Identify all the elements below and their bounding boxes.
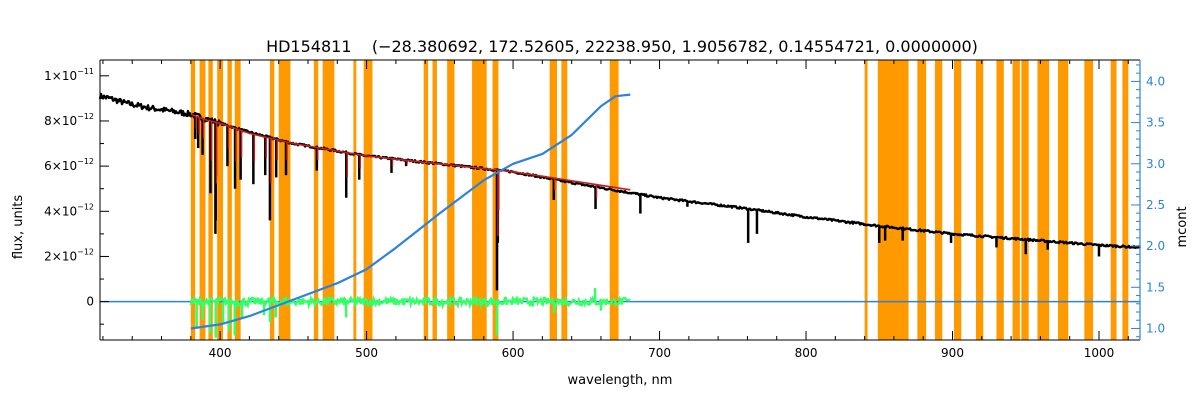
masked-regions-group: [190, 60, 1129, 340]
y-tick-exponent: −12: [77, 112, 94, 121]
y-tick-mantissa: 1×10: [44, 69, 77, 83]
y-tick-exponent: −11: [77, 67, 94, 76]
masked-region: [199, 60, 206, 340]
x-tick-label: 1000: [1084, 346, 1115, 360]
masked-region: [217, 60, 224, 340]
y-tick-mantissa: 2×10: [44, 249, 77, 263]
masked-region: [353, 60, 357, 340]
y2-tick-label: 3.5: [1146, 116, 1165, 130]
masked-region: [1012, 60, 1020, 340]
masked-region: [363, 60, 373, 340]
masked-region: [953, 60, 962, 340]
masked-region: [609, 60, 619, 340]
series-group: [98, 92, 1141, 338]
masked-region: [227, 60, 232, 340]
masked-region: [877, 60, 909, 340]
masked-region: [975, 60, 984, 340]
masked-region: [313, 60, 319, 340]
y-axis-label: flux, units: [11, 195, 26, 260]
masked-region: [447, 60, 455, 340]
x-tick-label: 700: [648, 346, 671, 360]
axes-group: 400 500 600 700 800 900 100002×10−124×10−126×1…: [44, 59, 1165, 360]
x-tick-label: 800: [795, 346, 818, 360]
masked-region: [1084, 60, 1094, 340]
masked-region: [934, 60, 943, 340]
y-tick-mantissa: 6×10: [44, 159, 77, 173]
masked-region: [1122, 60, 1129, 340]
y-tick-exponent: −12: [77, 202, 94, 211]
masked-region: [190, 60, 196, 340]
masked-region: [423, 60, 429, 340]
y-tick-mantissa: 8×10: [44, 114, 77, 128]
y-tick-label: 4×10−12: [44, 202, 94, 218]
y2-tick-label: 1.0: [1146, 321, 1165, 335]
y-tick-mantissa: 0: [86, 295, 94, 309]
masked-region: [996, 60, 1004, 340]
y-tick-label: 1×10−11: [44, 67, 94, 83]
x-tick-label: 400: [209, 346, 232, 360]
masked-region: [864, 60, 868, 340]
y2-tick-label: 4.0: [1146, 74, 1165, 88]
x-tick-label: 600: [502, 346, 525, 360]
masked-region: [1057, 60, 1069, 340]
y-tick-label: 0: [86, 295, 94, 309]
y2-tick-label: 2.5: [1146, 198, 1165, 212]
y2-tick-label: 1.5: [1146, 280, 1165, 294]
y2-tick-label: 3.0: [1146, 157, 1165, 171]
masked-region: [917, 60, 927, 340]
x-tick-label: 900: [941, 346, 964, 360]
masked-region: [322, 60, 335, 340]
y-tick-label: 6×10−12: [44, 157, 94, 173]
y-tick-label: 8×10−12: [44, 112, 94, 128]
observed-spectrum-line: [98, 92, 1141, 249]
masked-region: [432, 60, 437, 340]
masked-region: [278, 60, 291, 340]
y2-axis-label: mcont: [1175, 206, 1190, 247]
masked-region: [208, 60, 213, 340]
masked-region: [269, 60, 275, 340]
masked-region: [561, 60, 568, 340]
y-tick-exponent: −12: [77, 247, 94, 256]
model-fit-line: [190, 113, 631, 191]
masked-region: [1021, 60, 1029, 340]
masked-region: [1110, 60, 1117, 340]
mcont-line: [190, 93, 631, 330]
masked-region: [1037, 60, 1050, 340]
chart-title: HD154811 (−28.380692, 172.52605, 22238.9…: [266, 37, 978, 56]
x-tick-label: 500: [355, 346, 378, 360]
masked-region: [492, 60, 499, 340]
y2-tick-label: 2.0: [1146, 239, 1165, 253]
y-tick-exponent: −12: [77, 157, 94, 166]
y-tick-mantissa: 4×10: [44, 204, 77, 218]
y-tick-label: 2×10−12: [44, 247, 94, 263]
masked-region: [234, 60, 241, 340]
x-axis-label: wavelength, nm: [568, 373, 673, 388]
masked-region: [472, 60, 487, 340]
